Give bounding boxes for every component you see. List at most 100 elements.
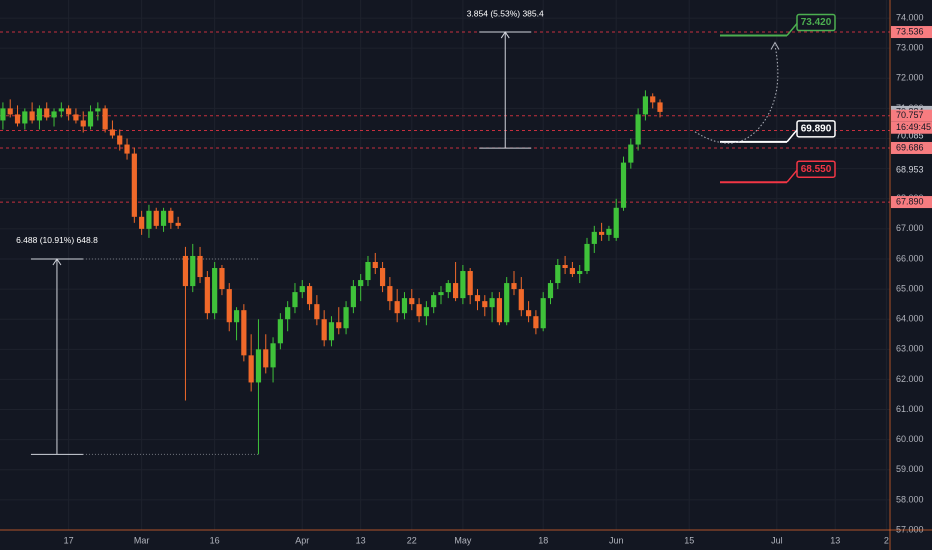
candle-body [423, 307, 429, 317]
y-tick-label: 65.000 [896, 283, 924, 293]
candle-body [204, 277, 210, 314]
countdown: 16:49:45 [896, 122, 931, 132]
candle-body [131, 153, 137, 217]
target-box [796, 13, 836, 32]
x-tick-label: Mar [134, 535, 150, 545]
candle-body [372, 261, 378, 269]
y-tick-label: 67.000 [896, 223, 924, 233]
candle-body [569, 268, 576, 275]
candle-body [358, 280, 364, 287]
candle-body [270, 343, 276, 368]
candle-body [606, 228, 612, 235]
candle-body [263, 349, 269, 368]
candle-body [379, 268, 386, 287]
y-tick-label: 62.000 [896, 374, 924, 384]
candle-body [58, 108, 64, 112]
candle-body [95, 108, 101, 112]
candle-body [66, 108, 72, 115]
candle-body [482, 301, 488, 308]
candle-body [474, 295, 481, 302]
candle-body [445, 283, 451, 293]
candle-body [650, 96, 656, 103]
y-tick-label: 63.000 [896, 344, 924, 354]
candle-body [87, 111, 94, 127]
price-label-box [891, 164, 932, 177]
candle-body [146, 210, 152, 229]
candle-body [80, 120, 86, 127]
candle-body [635, 114, 641, 145]
candle-body [394, 301, 400, 314]
candle-body [22, 111, 28, 124]
y-tick-label: 73.000 [896, 43, 924, 53]
target-label: 68.550 [801, 164, 832, 175]
target-label: 73.420 [801, 17, 832, 28]
y-tick-label: 64.000 [896, 314, 924, 324]
y-tick-label: 60.000 [896, 434, 924, 444]
y-tick-label: 74.000 [896, 12, 924, 22]
candle-body [241, 310, 247, 356]
candle-body [496, 298, 502, 323]
y-tick-label: 58.000 [896, 494, 924, 504]
candle-body [51, 111, 57, 118]
candle-body [248, 355, 254, 383]
candle-body [117, 135, 123, 145]
candle-body [438, 292, 444, 296]
target-leader [786, 129, 798, 143]
candle-body [577, 271, 583, 275]
candle-body [387, 286, 393, 302]
x-tick-label: 13 [356, 535, 366, 545]
candle-body [0, 108, 6, 121]
y-tick-label: 72.000 [896, 73, 924, 83]
price-label: 69.686 [896, 142, 924, 152]
candle-body [343, 307, 349, 329]
candle-body [212, 268, 218, 314]
candle-body [160, 210, 167, 226]
y-tick-label: 57.000 [896, 524, 924, 534]
candle-body [102, 108, 108, 130]
x-tick-label: Apr [295, 535, 309, 545]
candle-body [620, 162, 627, 208]
price-label: 70.757 [896, 110, 924, 120]
measure-arrow [500, 31, 510, 39]
candle-body [277, 319, 283, 344]
price-label: 68.953 [896, 164, 924, 174]
candle-body [416, 304, 422, 317]
candle-body [44, 108, 50, 118]
candle-body [365, 261, 371, 281]
candle-body [321, 319, 327, 341]
price-label-box [891, 196, 932, 209]
candle-body [219, 268, 225, 290]
price-label-box [891, 141, 932, 154]
y-tick-label: 59.000 [896, 464, 924, 474]
candle-body [168, 210, 174, 223]
target-box [796, 120, 836, 138]
candle-body [525, 310, 532, 317]
x-tick-label: 2 [884, 535, 889, 545]
measure-label: 6.488 (10.91%) 648.8 [16, 235, 98, 245]
candle-body [139, 216, 145, 229]
candle-body [628, 144, 634, 163]
measure-label: 3.854 (5.53%) 385.4 [467, 8, 544, 18]
x-tick-label: 17 [64, 535, 74, 545]
price-label: 73.536 [896, 26, 924, 36]
candle-body [431, 295, 437, 308]
x-tick-label: 16 [210, 535, 220, 545]
candle-body [350, 286, 356, 308]
candle-body [409, 298, 415, 305]
candle-body [255, 349, 262, 383]
candle-body [190, 255, 196, 287]
price-label-box [891, 109, 932, 122]
candle-body [452, 283, 459, 299]
candle-body [613, 207, 619, 238]
candle-body [292, 292, 298, 308]
candle-body [182, 255, 189, 287]
target-leader [786, 23, 798, 37]
candle-body [401, 298, 408, 314]
candle-body [299, 286, 305, 293]
price-label: 67.890 [896, 196, 924, 206]
candle-body [306, 286, 313, 305]
candle-body [642, 96, 649, 115]
candle-body [511, 283, 517, 290]
candle-body [314, 304, 320, 320]
candle-body [285, 307, 291, 320]
